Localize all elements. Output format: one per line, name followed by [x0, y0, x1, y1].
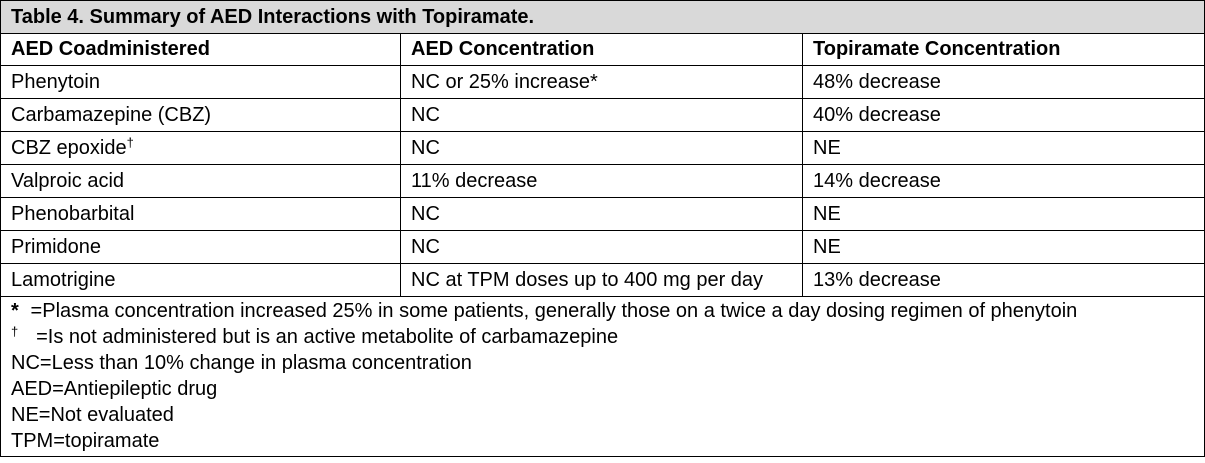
column-header-topiramate-concentration: Topiramate Concentration — [801, 33, 1205, 66]
table-row: Lamotrigine NC at TPM doses up to 400 mg… — [0, 263, 1205, 297]
cell-aed-concentration: NC — [400, 131, 803, 165]
drug-name: Phenytoin — [11, 71, 100, 93]
column-header-aed-concentration: AED Concentration — [400, 33, 803, 66]
cell-drug: Phenytoin — [0, 65, 401, 99]
footnote-text: TPM=topiramate — [11, 430, 160, 452]
footnote: NC=Less than 10% change in plasma concen… — [11, 350, 1204, 376]
column-header-aed-coadministered: AED Coadministered — [0, 33, 401, 66]
cell-aed-concentration: NC — [400, 230, 803, 264]
drug-name: CBZ epoxide — [11, 137, 127, 159]
cell-drug: Primidone — [0, 230, 401, 264]
cell-topiramate-concentration: 40% decrease — [801, 98, 1205, 132]
cell-aed-concentration: NC — [400, 98, 803, 132]
drug-name: Lamotrigine — [11, 269, 116, 291]
cell-aed-concentration: 11% decrease — [400, 164, 803, 198]
footnote: TPM=topiramate — [11, 428, 1204, 454]
footnote-text: NC=Less than 10% change in plasma concen… — [11, 352, 472, 374]
cell-drug: Valproic acid — [0, 164, 401, 198]
footnote-text: =Plasma concentration increased 25% in s… — [25, 300, 1078, 322]
table-row: Phenobarbital NC NE — [0, 197, 1205, 231]
drug-name: Phenobarbital — [11, 203, 135, 225]
cell-topiramate-concentration: NE — [801, 230, 1205, 264]
table-caption: Table 4. Summary of AED Interactions wit… — [0, 0, 1205, 34]
footnotes-cell: * =Plasma concentration increased 25% in… — [0, 296, 1205, 457]
table-header-row: AED Coadministered AED Concentration Top… — [0, 33, 1205, 66]
cell-drug: CBZ epoxide† — [0, 131, 401, 165]
footnote: † =Is not administered but is an active … — [11, 324, 619, 348]
table-row: CBZ epoxide† NC NE — [0, 131, 1205, 165]
footnote-text: NE=Not evaluated — [11, 404, 174, 426]
drug-name: Valproic acid — [11, 170, 125, 192]
cell-topiramate-concentration: 14% decrease — [801, 164, 1205, 198]
table-row: Carbamazepine (CBZ) NC 40% decrease — [0, 98, 1205, 132]
drug-name: Primidone — [11, 236, 102, 258]
cell-aed-concentration: NC at TPM doses up to 400 mg per day — [400, 263, 803, 297]
cell-topiramate-concentration: NE — [801, 131, 1205, 165]
table-row: Primidone NC NE — [0, 230, 1205, 264]
cell-drug: Lamotrigine — [0, 263, 401, 297]
cell-topiramate-concentration: NE — [801, 197, 1205, 231]
footnote: NE=Not evaluated — [11, 402, 1204, 428]
cell-aed-concentration: NC — [400, 197, 803, 231]
cell-topiramate-concentration: 48% decrease — [801, 65, 1205, 99]
drug-name: Carbamazepine (CBZ) — [11, 104, 212, 126]
cell-aed-concentration: NC or 25% increase* — [400, 65, 803, 99]
footnote: * =Plasma concentration increased 25% in… — [11, 298, 1204, 324]
footnote-text: AED=Antiepileptic drug — [11, 378, 218, 400]
footnote: AED=Antiepileptic drug — [11, 376, 1204, 402]
cell-drug: Carbamazepine (CBZ) — [0, 98, 401, 132]
footnotes-row: * =Plasma concentration increased 25% in… — [0, 296, 1205, 457]
footnote-text: =Is not administered but is an active me… — [25, 326, 619, 348]
footnote-symbol: * — [11, 300, 19, 322]
table-caption-row: Table 4. Summary of AED Interactions wit… — [0, 0, 1205, 34]
table-row: Valproic acid 11% decrease 14% decrease — [0, 164, 1205, 198]
drug-superscript: † — [126, 135, 134, 150]
cell-drug: Phenobarbital — [0, 197, 401, 231]
table-row: Phenytoin NC or 25% increase* 48% decrea… — [0, 65, 1205, 99]
cell-topiramate-concentration: 13% decrease — [801, 263, 1205, 297]
